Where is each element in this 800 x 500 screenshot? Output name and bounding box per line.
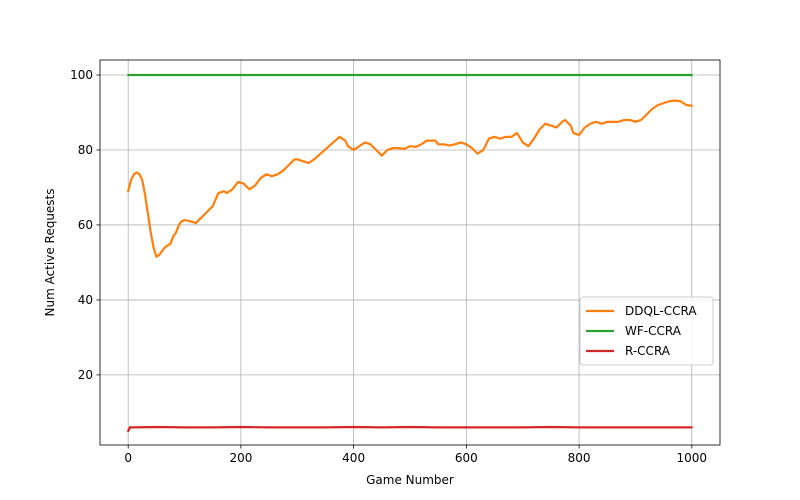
y-tick-label: 100 xyxy=(70,68,93,82)
x-axis-label: Game Number xyxy=(366,473,454,487)
x-tick-label: 600 xyxy=(455,451,478,465)
legend-label: R-CCRA xyxy=(625,344,671,358)
y-axis-label: Num Active Requests xyxy=(43,188,57,316)
x-tick-label: 0 xyxy=(124,451,132,465)
series-line-r-ccra xyxy=(127,425,693,433)
legend: DDQL-CCRA WF-CCRA R-CCRA xyxy=(579,296,714,366)
legend-box xyxy=(579,296,714,366)
grid-lines xyxy=(100,60,720,445)
x-tick-label: 1000 xyxy=(677,451,708,465)
x-tick-label: 400 xyxy=(342,451,365,465)
y-tick-label: 80 xyxy=(78,143,93,157)
plot-frame xyxy=(99,59,721,446)
series-lines xyxy=(127,73,693,433)
x-tick-label: 800 xyxy=(568,451,591,465)
axis-ticks: 0 200 400 600 800 1000 20 40 60 80 100 xyxy=(70,68,707,465)
y-tick-label: 40 xyxy=(78,293,93,307)
y-tick-label: 20 xyxy=(78,368,93,382)
legend-label: WF-CCRA xyxy=(625,324,682,338)
legend-label: DDQL-CCRA xyxy=(625,304,697,318)
x-tick-label: 200 xyxy=(229,451,252,465)
series-line-ddql-ccra xyxy=(127,99,693,258)
y-tick-label: 60 xyxy=(78,218,93,232)
